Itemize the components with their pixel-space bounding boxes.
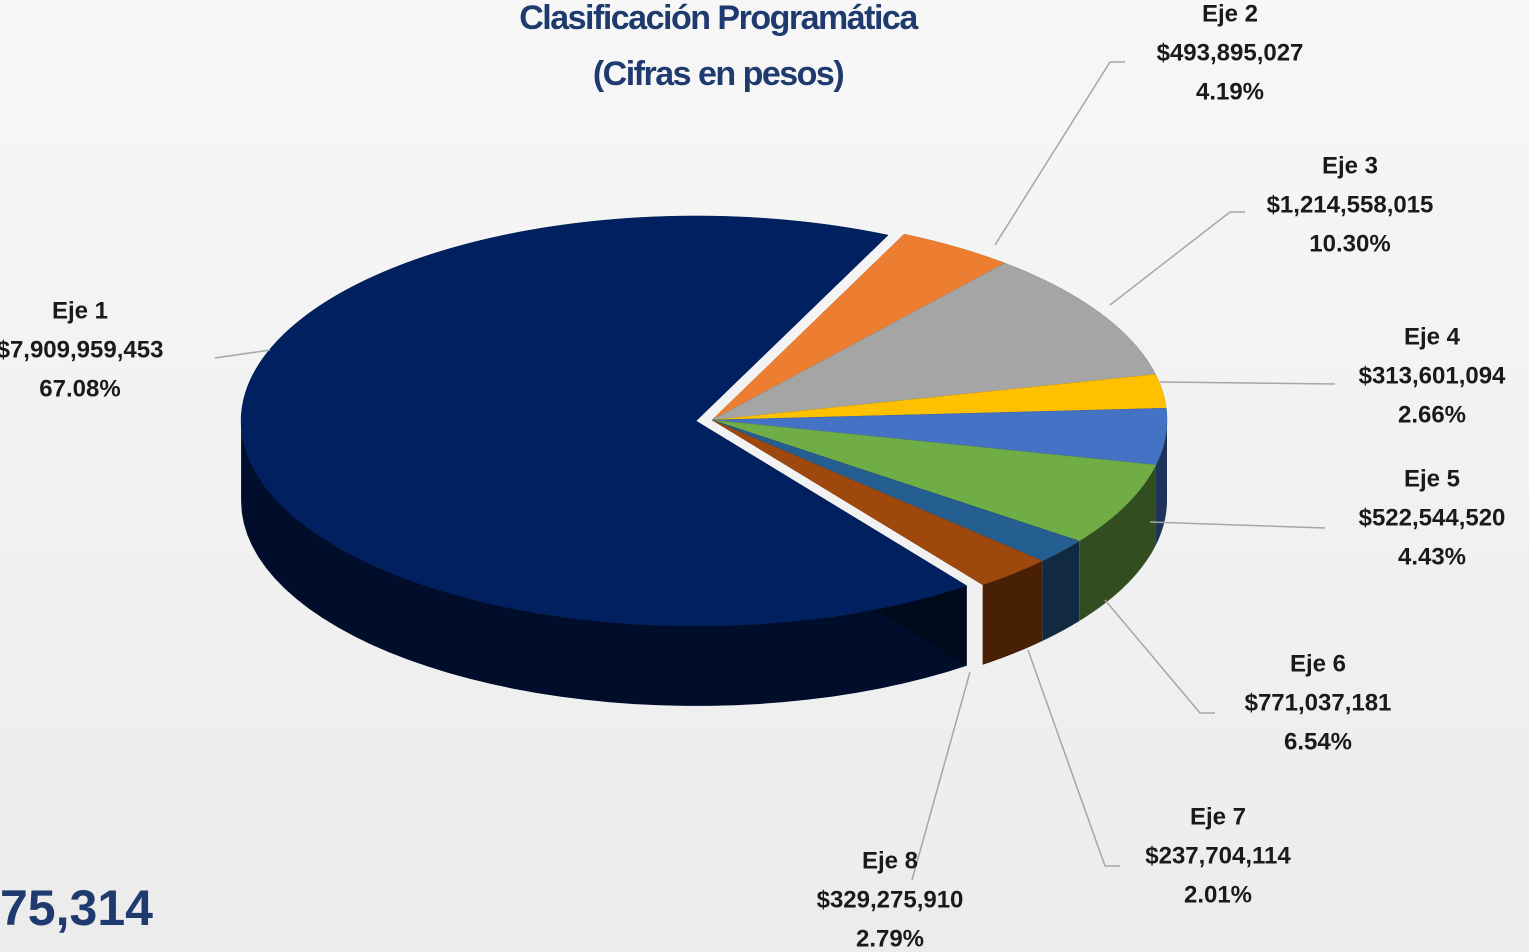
slice-side xyxy=(1042,541,1080,641)
slice-side xyxy=(241,420,967,706)
slice xyxy=(240,215,968,627)
data-label-value: $237,704,114 xyxy=(1145,842,1291,869)
leader-line xyxy=(994,61,1125,246)
pie xyxy=(240,215,1168,706)
data-label-name: Eje 5 xyxy=(1404,465,1460,492)
data-label-name: Eje 7 xyxy=(1190,803,1246,830)
chart-subtitle: (Cifras en pesos) xyxy=(593,55,844,93)
slice xyxy=(711,233,1006,421)
data-label-value: $313,601,094 xyxy=(1359,362,1506,389)
slice xyxy=(711,374,1167,421)
leader-lines xyxy=(214,61,1336,881)
chart-title: Clasificación Programática xyxy=(519,0,919,37)
data-label-percent: 4.43% xyxy=(1398,543,1466,570)
slice-side xyxy=(982,560,1043,665)
data-label-value: $493,895,027 xyxy=(1157,39,1304,66)
data-label-name: Eje 8 xyxy=(862,847,918,874)
slice xyxy=(711,262,1156,421)
data-label-percent: 10.30% xyxy=(1309,230,1390,257)
data-label-name: Eje 2 xyxy=(1202,0,1258,27)
leader-line xyxy=(911,671,971,881)
data-label-name: Eje 6 xyxy=(1290,650,1346,677)
leader-line xyxy=(214,349,271,359)
data-label-value: $1,214,558,015 xyxy=(1267,191,1434,218)
leader-line xyxy=(1109,211,1245,306)
leader-line xyxy=(1159,381,1336,385)
slice-side xyxy=(1079,464,1156,622)
leader-line xyxy=(1149,521,1326,529)
data-label-percent: 4.19% xyxy=(1196,78,1264,105)
footer-fragment: 75,314 xyxy=(0,880,153,936)
data-label-name: Eje 4 xyxy=(1404,323,1461,350)
slice xyxy=(711,419,1080,562)
data-label-percent: 67.08% xyxy=(39,375,120,402)
slice xyxy=(711,419,1043,586)
slice-side xyxy=(1155,420,1167,545)
data-label-value: $329,275,910 xyxy=(817,886,964,913)
data-label-percent: 2.01% xyxy=(1184,881,1252,908)
data-label-value: $7,909,959,453 xyxy=(0,336,163,363)
data-label-percent: 6.54% xyxy=(1284,728,1352,755)
data-label-name: Eje 1 xyxy=(52,297,108,324)
slice xyxy=(711,407,1168,466)
data-label-name: Eje 3 xyxy=(1322,152,1378,179)
leader-line xyxy=(1027,649,1120,867)
data-label-percent: 2.66% xyxy=(1398,401,1466,428)
leader-line xyxy=(1104,599,1215,714)
slice xyxy=(711,419,1157,542)
data-label-percent: 2.79% xyxy=(856,925,924,952)
data-label-value: $771,037,181 xyxy=(1245,689,1392,716)
data-label-value: $522,544,520 xyxy=(1359,504,1506,531)
